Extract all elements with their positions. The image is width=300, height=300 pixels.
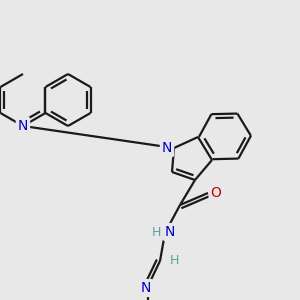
Text: H: H	[169, 254, 179, 268]
Text: H: H	[151, 226, 161, 239]
Text: N: N	[141, 281, 151, 295]
Text: N: N	[165, 225, 175, 239]
Text: O: O	[211, 186, 221, 200]
Text: N: N	[162, 141, 172, 155]
Text: N: N	[18, 119, 28, 133]
